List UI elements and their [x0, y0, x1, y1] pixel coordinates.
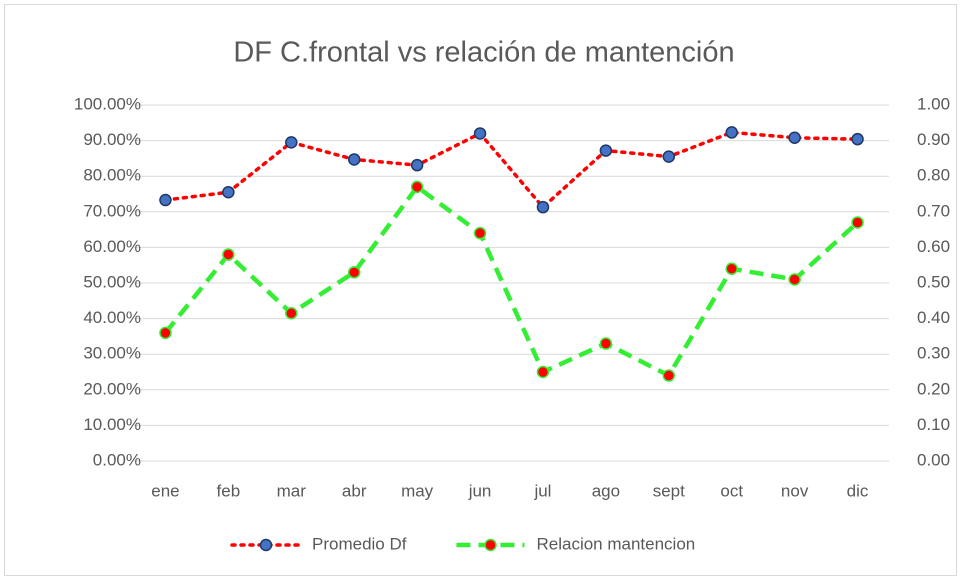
- y2-tick-label: 0.40: [917, 308, 950, 327]
- legend-label: Promedio Df: [312, 534, 407, 553]
- y-tick-label: 90.00%: [83, 130, 141, 149]
- series-marker: [536, 365, 550, 379]
- x-tick-label: dic: [847, 481, 869, 500]
- y2-tick-label: 1.00: [917, 94, 950, 113]
- series-marker: [347, 266, 361, 279]
- series-marker: [347, 153, 361, 166]
- legend-marker: [259, 538, 273, 552]
- y2-tick-label: 0.30: [917, 344, 950, 363]
- x-tick-label: jun: [468, 481, 492, 500]
- chart-border: [4, 4, 957, 576]
- series-marker: [536, 200, 550, 214]
- y-tick-label: 80.00%: [83, 166, 141, 185]
- x-tick-label: may: [401, 481, 434, 500]
- y2-tick-label: 0.20: [917, 379, 950, 398]
- series-line: [163, 130, 860, 210]
- y2-tick-label: 0.70: [917, 201, 950, 220]
- legend-marker: [484, 538, 497, 552]
- series-marker: [599, 144, 613, 157]
- y-tick-label: 60.00%: [83, 237, 141, 256]
- series-marker: [285, 136, 298, 149]
- y-tick-label: 50.00%: [83, 272, 141, 291]
- y-tick-label: 40.00%: [83, 308, 141, 327]
- series-marker: [473, 127, 487, 140]
- y-tick-label: 70.00%: [83, 201, 141, 220]
- y-tick-label: 20.00%: [83, 379, 141, 398]
- series-marker: [788, 131, 801, 145]
- y-tick-label: 0.00%: [93, 450, 141, 469]
- chart-title: DF C.frontal vs relación de mantención: [233, 37, 734, 69]
- y2-tick-label: 0.80: [917, 166, 950, 185]
- y-tick-label: 30.00%: [83, 344, 141, 363]
- x-tick-label: ago: [592, 481, 620, 500]
- series-marker: [662, 369, 676, 382]
- x-tick-label: nov: [781, 481, 809, 500]
- y-tick-label: 100.00%: [74, 94, 141, 113]
- legend-label: Relacion mantencion: [536, 534, 695, 553]
- y2-tick-label: 0.10: [917, 415, 950, 434]
- y-tick-label: 10.00%: [83, 415, 141, 434]
- series-marker: [410, 158, 424, 172]
- series-marker: [725, 262, 738, 276]
- series-marker: [285, 307, 298, 320]
- series-marker: [662, 150, 676, 163]
- series-marker: [599, 337, 613, 350]
- series-marker: [725, 126, 738, 139]
- y2-tick-label: 0.50: [917, 272, 950, 291]
- x-tick-label: oct: [720, 481, 743, 500]
- series-marker: [788, 273, 801, 286]
- y2-tick-label: 0.60: [917, 237, 950, 256]
- series-marker: [159, 193, 172, 207]
- x-tick-label: sept: [653, 481, 685, 500]
- y2-tick-label: 0.00: [917, 450, 950, 469]
- series-marker: [410, 180, 424, 194]
- series-marker: [222, 185, 235, 199]
- x-tick-label: abr: [342, 481, 367, 500]
- x-tick-label: mar: [277, 481, 307, 500]
- x-tick-label: jul: [533, 481, 551, 500]
- series-marker: [851, 132, 864, 146]
- series-marker: [222, 248, 235, 261]
- x-tick-label: feb: [217, 481, 241, 500]
- series-marker: [159, 326, 172, 340]
- x-tick-label: ene: [151, 481, 179, 500]
- y2-tick-label: 0.90: [917, 130, 950, 149]
- series-marker: [473, 226, 487, 240]
- series-marker: [851, 216, 864, 229]
